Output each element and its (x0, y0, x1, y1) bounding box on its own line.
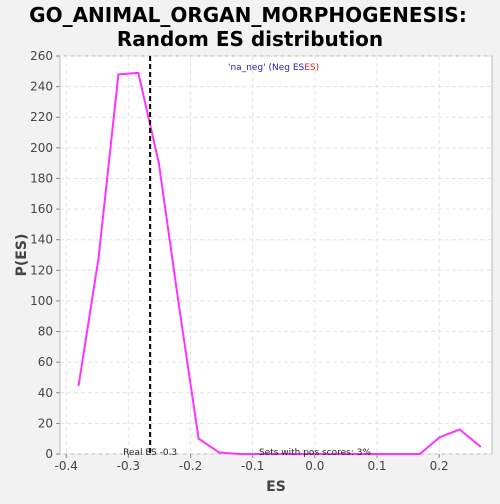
y-tick-label: 40 (38, 386, 53, 400)
series-layer (77, 71, 482, 455)
y-tick-label: 160 (30, 202, 53, 216)
data-point (298, 453, 301, 455)
pos-scores-annotation: Sets with pos scores: 3% (259, 448, 372, 458)
x-tick-label: -0.4 (55, 459, 78, 473)
x-tick-label: 0.0 (305, 459, 324, 473)
y-tick-label: 100 (30, 294, 53, 308)
x-tick-label: 0.2 (430, 459, 449, 473)
data-point (338, 453, 341, 455)
x-axis-label: ES (266, 479, 286, 495)
data-point (278, 453, 281, 455)
data-point (77, 384, 80, 387)
x-tick-label: 0.1 (367, 459, 386, 473)
y-tick-label: 200 (30, 141, 53, 155)
data-point (418, 453, 421, 455)
x-tick-label: -0.2 (179, 459, 202, 473)
y-tick-label: 260 (30, 49, 53, 63)
data-point (177, 302, 180, 305)
data-point (458, 428, 461, 431)
legend: 'na_neg' (Neg ESES) (228, 63, 319, 73)
data-point (97, 257, 100, 260)
data-point (157, 162, 160, 165)
y-tick-label: 60 (38, 355, 53, 369)
y-tick-label: 20 (38, 416, 53, 430)
chart-subtitle: Random ES distribution (117, 27, 383, 51)
x-tick-label: -0.1 (241, 459, 264, 473)
grid-lines (60, 55, 492, 455)
y-tick-label: 140 (30, 233, 53, 247)
data-point (398, 453, 401, 455)
y-tick-label: 80 (38, 325, 53, 339)
legend-entry-suffix: ES) (304, 63, 319, 73)
data-point (358, 453, 361, 455)
y-tick-label: 220 (30, 110, 53, 124)
y-tick-label: 180 (30, 171, 53, 185)
x-axis-ticks: -0.4 -0.3 -0.2 -0.1 0.0 0.1 0.2 (55, 454, 449, 473)
y-axis-ticks: 0 20 40 60 80 100 120 140 160 180 200 220 240 260 (30, 49, 60, 461)
data-point (257, 453, 260, 455)
y-tick-label: 120 (30, 263, 53, 277)
y-tick-label: 0 (45, 447, 53, 461)
data-point (197, 437, 200, 440)
plot-area (59, 55, 493, 455)
chart-title: GO_ANIMAL_ORGAN_MORPHOGENESIS: (29, 3, 467, 27)
data-point (218, 451, 221, 454)
real-es-label: Real ES -0.3 (123, 448, 177, 458)
x-tick-label: -0.3 (117, 459, 140, 473)
y-axis-label: P(ES) (14, 234, 30, 277)
legend-entry-prefix: 'na_neg' (Neg ES (228, 63, 305, 73)
data-point (137, 71, 140, 74)
data-point (238, 453, 241, 455)
data-point (378, 453, 381, 455)
data-point (117, 73, 120, 76)
data-point (318, 453, 321, 455)
legend-entry-label: 'na_neg' (Neg ESES) (228, 63, 319, 73)
data-point (479, 445, 482, 448)
y-tick-label: 240 (30, 80, 53, 94)
data-point (438, 436, 441, 439)
